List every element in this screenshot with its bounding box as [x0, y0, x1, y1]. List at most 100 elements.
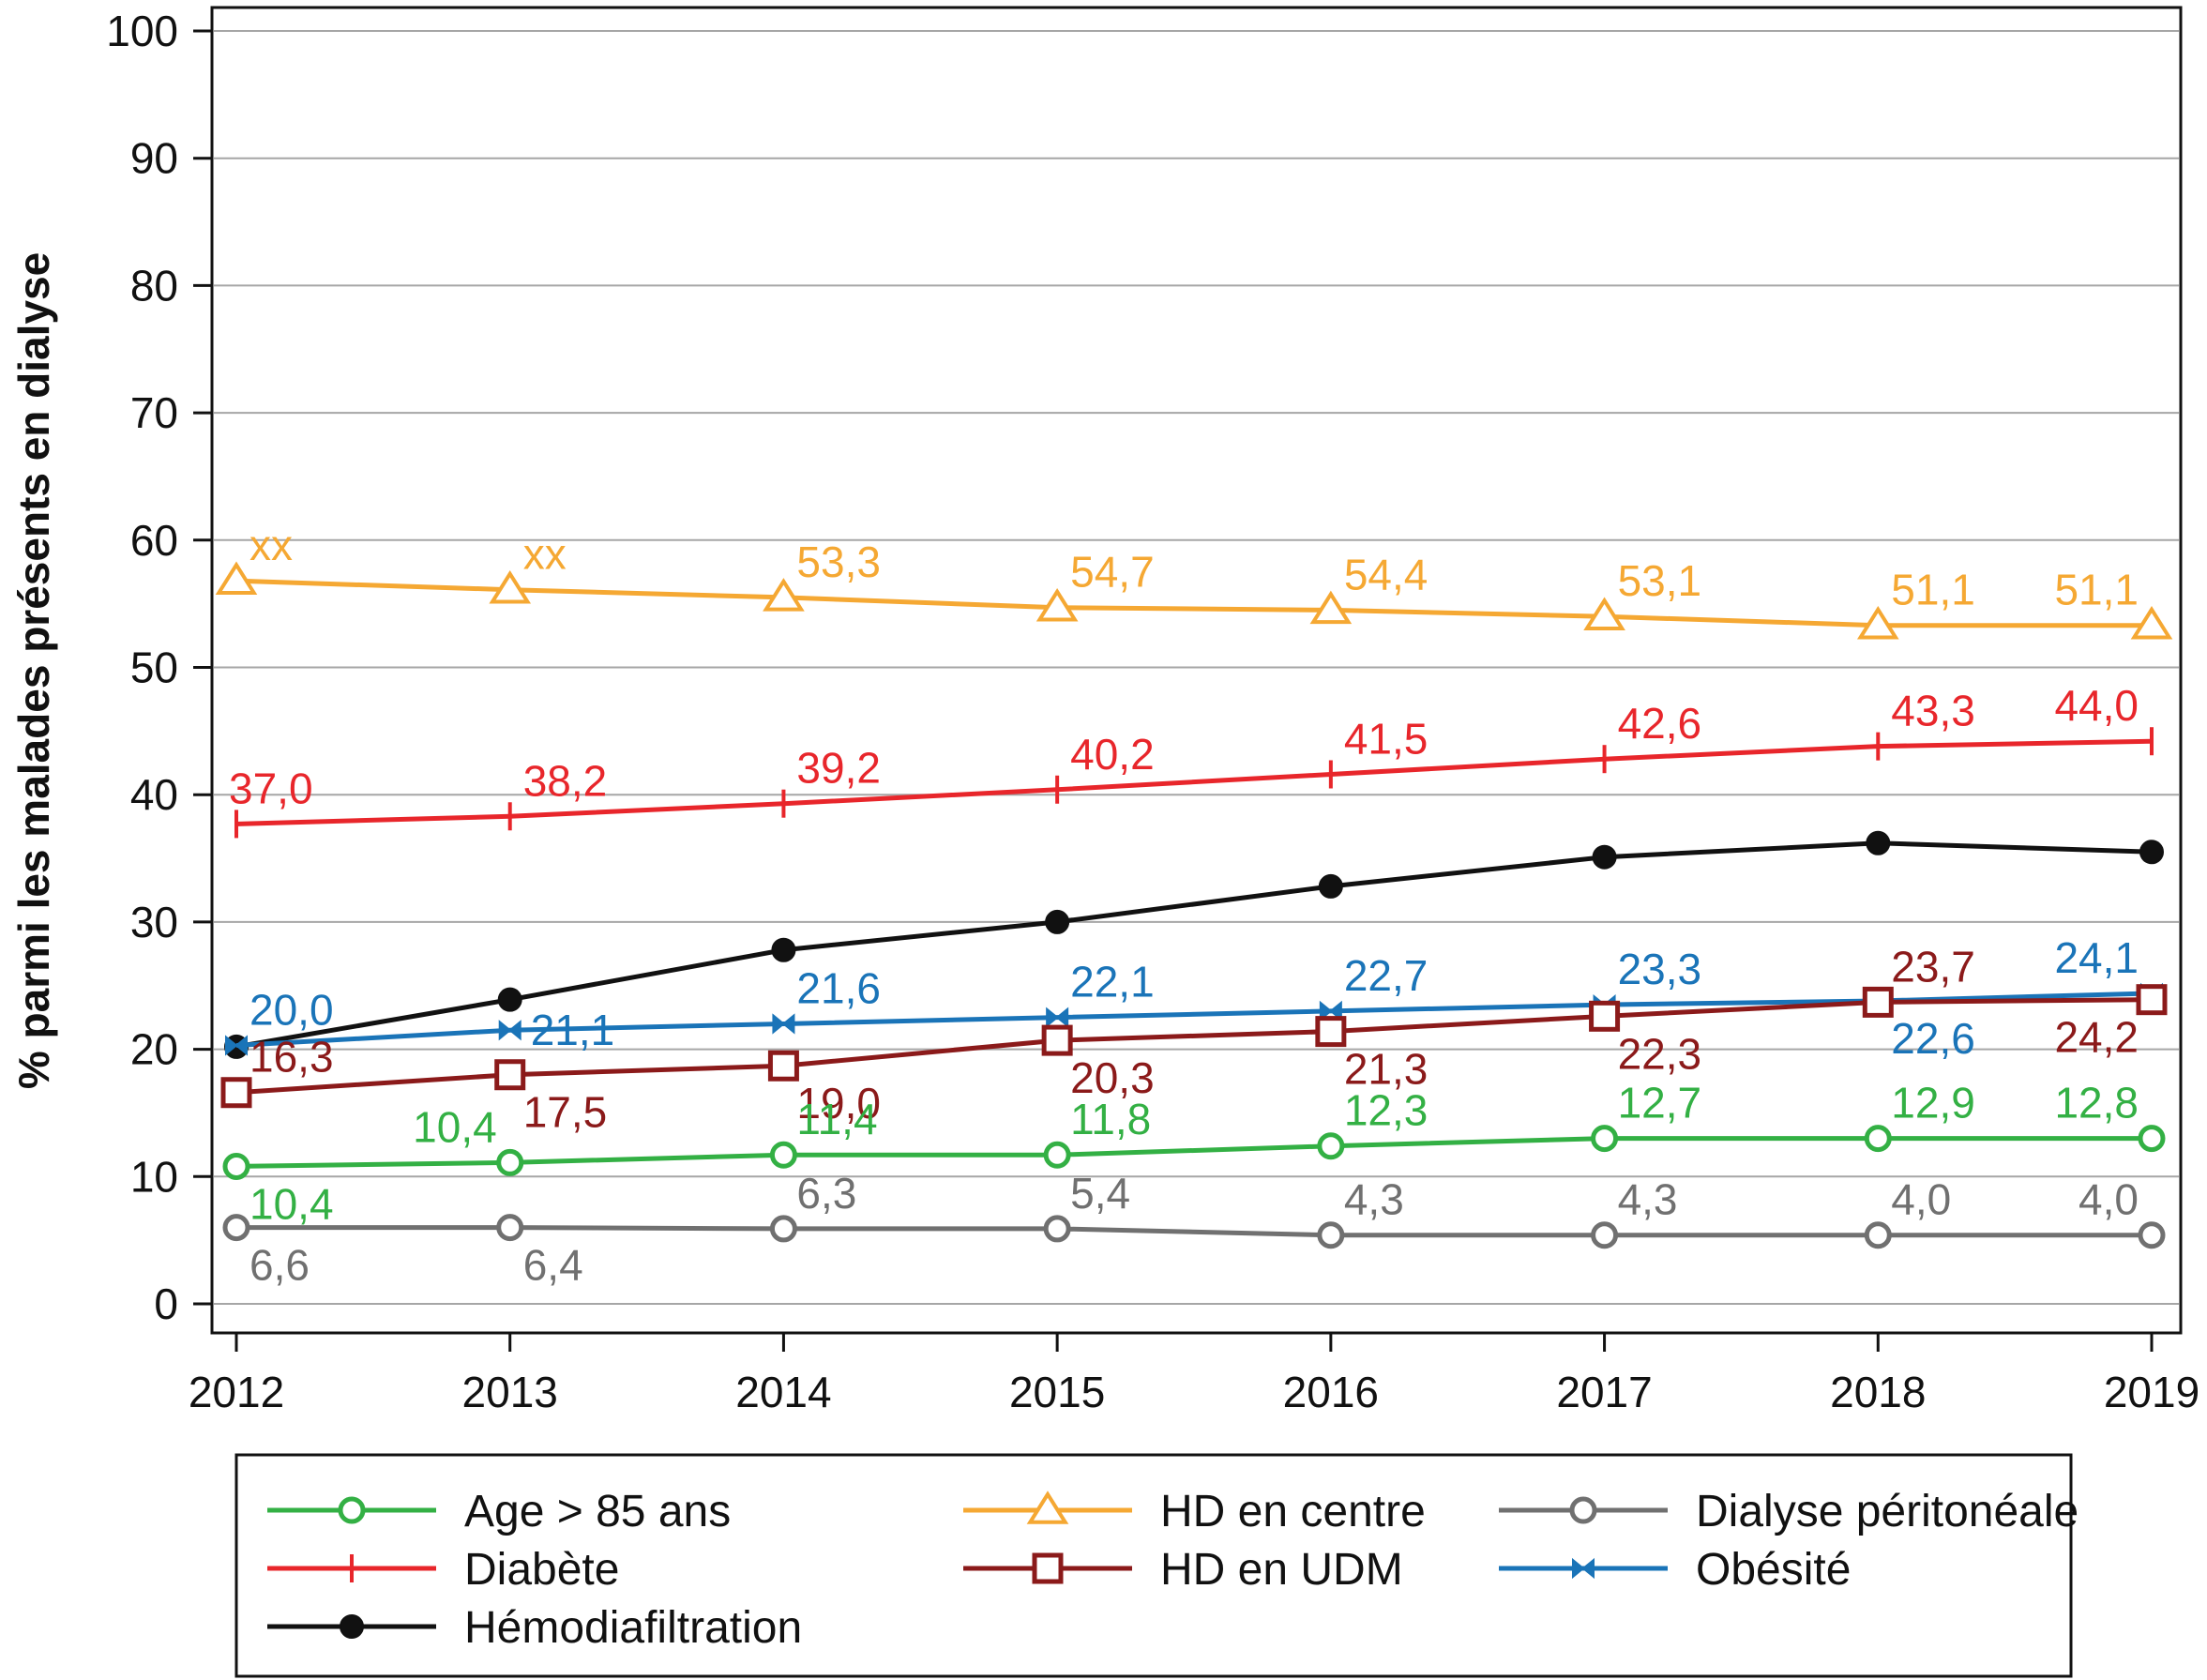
data-label-age-85-ans: 12,9: [1891, 1079, 1975, 1128]
legend-label: Diabète: [464, 1545, 619, 1595]
data-label-hd-en-centre: 51,1: [1891, 566, 1975, 614]
data-point-dialyse-p-riton-ale: [769, 1215, 797, 1243]
data-point-ob-sit-: [225, 1035, 248, 1056]
y-tick-label: 100: [106, 7, 178, 55]
data-point-dialyse-p-riton-ale: [1043, 1215, 1071, 1243]
data-label-diab-te: 44,0: [2054, 681, 2139, 730]
data-label-ob-sit-: 22,1: [1070, 958, 1155, 1006]
data-label-age-85-ans: 10,4: [413, 1102, 497, 1151]
legend-swatch-marker: [338, 1496, 366, 1524]
x-tick-label: 2013: [462, 1368, 558, 1416]
data-point-hd-en-udm: [494, 1059, 526, 1091]
data-label-ob-sit-: 22,6: [1891, 1014, 1975, 1063]
data-label-age-85-ans: 11,4: [796, 1095, 877, 1143]
legend-label: Obésité: [1696, 1545, 1851, 1595]
data-label-hd-en-centre: 53,1: [1618, 556, 1702, 605]
data-point-age-85-ans: [222, 1152, 250, 1180]
data-label-dialyse-p-riton-ale: 4,0: [2079, 1175, 2139, 1224]
series-line-h-modiafiltration: [235, 840, 2153, 1050]
data-label-ob-sit-: 23,3: [1618, 945, 1702, 993]
y-tick-label: 90: [130, 134, 178, 183]
legend-label: HD en UDM: [1160, 1545, 1403, 1595]
data-point-h-modiafiltration: [1866, 830, 1891, 855]
legend: Age > 85 ans HD en centre Dialyse péritoné…: [234, 1453, 2079, 1678]
data-label-age-85-ans: 10,4: [249, 1179, 334, 1228]
legend-item-ob-sit-: Obésité: [1499, 1545, 1851, 1595]
data-label-dialyse-p-riton-ale: 6,4: [523, 1241, 583, 1290]
data-point-dialyse-p-riton-ale: [1864, 1221, 1892, 1249]
y-tick-label: 0: [154, 1279, 178, 1328]
legend-swatch-marker: [340, 1614, 364, 1639]
data-label-diab-te: 39,2: [796, 744, 881, 793]
series-line-age-85-ans: [235, 1136, 2152, 1169]
x-tick-label: 2016: [1283, 1368, 1379, 1416]
data-point-h-modiafiltration: [1318, 873, 1343, 899]
data-label-ob-sit-: 21,1: [531, 1006, 615, 1054]
data-point-hd-en-centre: [1309, 590, 1353, 625]
series-line-hd-en-udm: [235, 997, 2153, 1096]
legend-swatch-marker: [1569, 1496, 1597, 1524]
legend-label: Dialyse péritonéale: [1696, 1487, 2079, 1536]
data-point-age-85-ans: [496, 1148, 524, 1176]
legend-swatch-marker: [1026, 1491, 1069, 1524]
data-point-h-modiafiltration: [497, 987, 522, 1012]
x-axis: 2012 2013 2014 2015 2016 2017 2018 2019: [189, 1333, 2199, 1416]
x-tick-label: 2012: [189, 1368, 284, 1416]
legend-item-age-85-ans: Age > 85 ans: [267, 1487, 731, 1536]
data-label-dialyse-p-riton-ale: 6,6: [249, 1241, 310, 1290]
x-tick-label: 2015: [1009, 1368, 1105, 1416]
data-point-age-85-ans: [1864, 1125, 1892, 1153]
gridlines: [214, 30, 2179, 1305]
data-point-hd-en-centre: [215, 561, 258, 595]
data-label-ob-sit-: 24,1: [2054, 933, 2139, 982]
series-line-ob-sit-: [235, 991, 2153, 1049]
data-point-h-modiafiltration: [1592, 844, 1617, 870]
data-label-hd-en-udm: 19,0: [796, 1079, 881, 1128]
data-point-hd-en-centre: [2130, 605, 2173, 640]
data-label-hd-en-centre: 53,3: [796, 537, 881, 586]
data-label-diab-te: 38,2: [523, 756, 608, 805]
data-point-ob-sit-: [1319, 1000, 1342, 1022]
x-tick-label: 2018: [1830, 1368, 1926, 1416]
data-point-age-85-ans: [1591, 1125, 1619, 1153]
data-label-hd-en-udm: 23,7: [1891, 942, 1975, 991]
legend-items: Age > 85 ans HD en centre Dialyse péritoné…: [267, 1487, 2079, 1653]
data-label-hd-en-udm: 22,3: [1618, 1029, 1702, 1078]
data-point-hd-en-udm: [1589, 1000, 1621, 1032]
data-label-dialyse-p-riton-ale: 4,0: [1891, 1175, 1951, 1224]
x-tick-label: 2014: [735, 1368, 831, 1416]
legend-item-hd-en-centre: HD en centre: [963, 1487, 1426, 1536]
data-label-ob-sit-: 22,7: [1344, 951, 1429, 1000]
data-label-dialyse-p-riton-ale: 6,3: [796, 1169, 856, 1218]
y-tick-label: 60: [130, 516, 178, 565]
x-tick-label: 2019: [2104, 1368, 2199, 1416]
data-label-age-85-ans: 11,8: [1070, 1095, 1151, 1143]
data-label-dialyse-p-riton-ale: 4,3: [1344, 1175, 1404, 1224]
data-point-age-85-ans: [769, 1141, 797, 1169]
data-label-hd-en-centre: 54,7: [1070, 548, 1155, 597]
series-lines: [215, 561, 2173, 1249]
legend-item-h-modiafiltration: Hémodiafiltration: [267, 1603, 802, 1653]
data-label-diab-te: 43,3: [1891, 687, 1975, 735]
y-tick-label: 70: [130, 388, 178, 437]
y-axis: 0 10 20 30 40 50 60 70 80 90 100: [106, 7, 212, 1328]
plot-frame: [210, 6, 2183, 1335]
data-point-hd-en-udm: [2136, 984, 2168, 1016]
data-point-hd-en-udm: [1862, 986, 1894, 1018]
data-point-dialyse-p-riton-ale: [2138, 1221, 2166, 1249]
data-labels: xx xx 53,3 54,7 54,4 53,1 51,1 51,1 37,0 38,2 39,2…: [229, 521, 2139, 1289]
data-label-hd-en-centre: 51,1: [2054, 566, 2139, 614]
data-label-age-85-ans: 12,8: [2054, 1079, 2139, 1128]
legend-swatch-marker: [1572, 1557, 1595, 1580]
y-axis-label: % parmi les malades présents en dialyse: [9, 252, 58, 1089]
x-tick-label: 2017: [1556, 1368, 1652, 1416]
legend-item-diab-te: Diabète: [267, 1545, 619, 1595]
legend-item-dialyse-p-riton-ale: Dialyse péritonéale: [1499, 1487, 2079, 1536]
data-label-hd-en-udm: 16,3: [249, 1033, 334, 1082]
data-label-ob-sit-: 21,6: [796, 963, 881, 1012]
series-line-diab-te: [235, 738, 2153, 826]
data-label-diab-te: 42,6: [1618, 699, 1702, 748]
data-point-age-85-ans: [2138, 1125, 2166, 1153]
data-label-ob-sit-: 20,0: [249, 986, 334, 1035]
